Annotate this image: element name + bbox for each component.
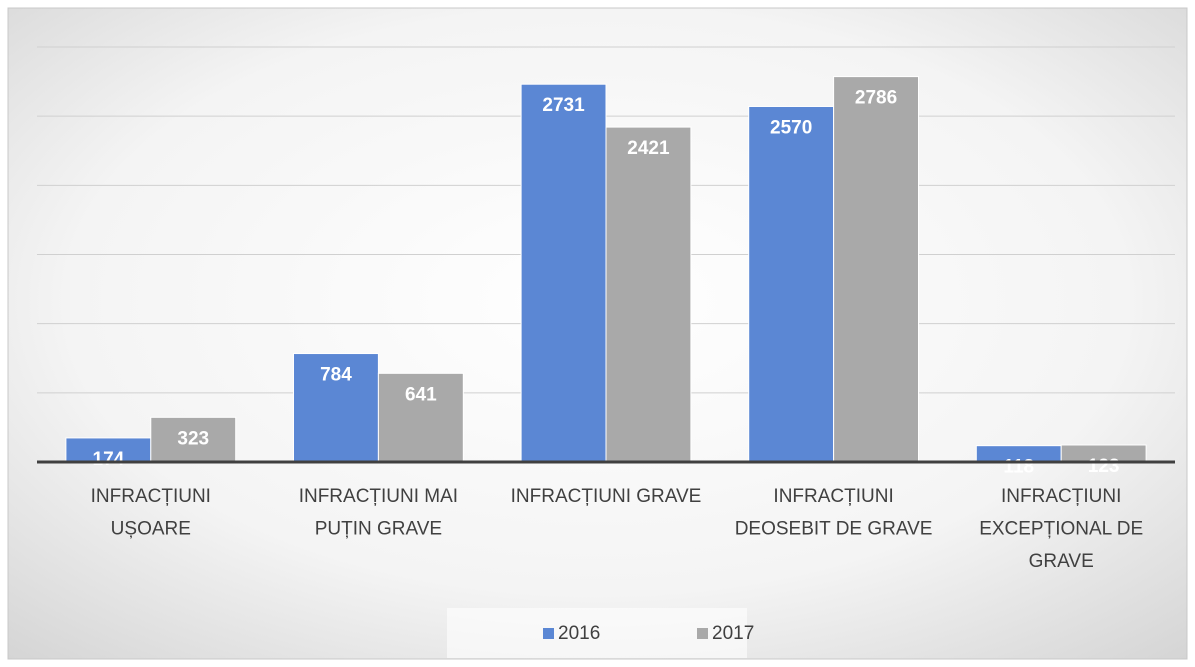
bar [748,105,835,463]
value-label: 174 [93,449,125,470]
legend-label: 2016 [558,623,600,644]
value-label: 641 [405,384,437,405]
value-label: 323 [177,428,209,449]
bar [377,372,464,463]
bar [65,437,152,463]
value-label: 118 [1003,457,1034,478]
bar [605,126,692,463]
value-label: 2570 [770,117,812,138]
x-tick-label: INFRACȚIUNI UȘOARE [91,486,211,540]
value-label: 123 [1088,456,1120,477]
legend-swatch [543,628,554,639]
x-tick-label: INFRACȚIUNI DEOSEBIT DE GRAVE [735,486,933,540]
x-tick-label: INFRACȚIUNI EXCEPȚIONAL DE GRAVE [979,486,1143,572]
x-tick-label: INFRACȚIUNI MAI PUȚIN GRAVE [299,486,458,540]
value-label: 2731 [542,95,585,116]
x-tick-label: INFRACȚIUNI GRAVE [511,486,702,507]
value-label: 2786 [855,88,897,109]
legend-swatch [697,628,708,639]
legend-label: 2017 [712,623,754,644]
bar [833,76,919,463]
bar [520,83,607,463]
value-label: 2421 [627,138,670,159]
value-label: 784 [320,365,352,386]
